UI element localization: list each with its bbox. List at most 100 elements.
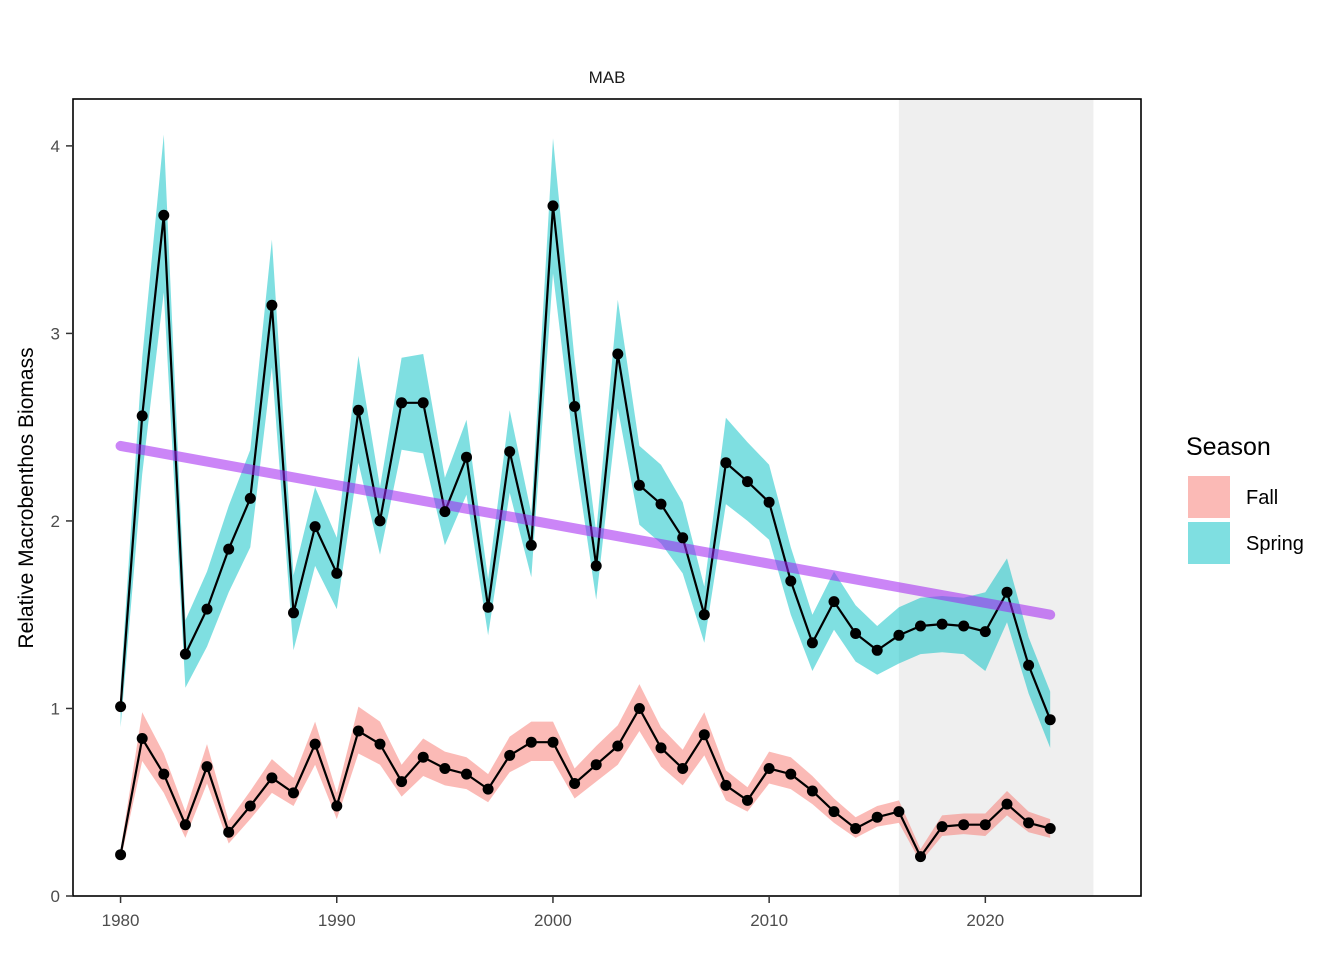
spring-point-1983 [179,648,191,660]
spring-point-2015 [871,644,883,656]
spring-point-1990 [331,567,343,579]
spring-point-2020 [979,626,991,638]
spring-point-2011 [785,575,797,587]
fall-point-1985 [223,826,235,838]
legend-label-spring: Spring [1246,533,1304,555]
spring-point-2005 [655,498,667,510]
spring-point-2023 [1044,714,1056,726]
fall-point-2006 [677,763,689,774]
y-axis: 0 1 2 3 4 [51,137,73,906]
fall-point-1998 [504,749,516,761]
spring-point-2012 [806,637,818,649]
spring-point-2006 [677,532,689,544]
x-tick-label-1990: 1990 [318,911,356,930]
fall-point-1997 [482,783,494,795]
fall-point-2014 [850,823,862,834]
fall-point-2019 [958,819,970,831]
plot-border [72,98,1142,897]
legend-swatch-fall [1188,476,1230,518]
fall-point-2023 [1044,823,1056,834]
fall-point-2011 [785,768,797,780]
spring-point-1999 [525,539,537,551]
fall-point-1989 [309,738,321,750]
spring-point-2007 [698,609,710,621]
panel-title: MAB [589,68,626,87]
fall-point-2016 [893,806,905,818]
fall-point-1996 [461,768,472,780]
spring-point-1992 [374,515,386,527]
fall-point-2015 [871,811,883,823]
spring-point-2014 [850,628,862,639]
spring-point-1985 [223,543,235,555]
fall-point-1988 [288,787,299,799]
fall-point-1993 [396,776,408,788]
y-tick-label-4: 4 [51,137,60,156]
x-tick-label-2020: 2020 [966,911,1004,930]
spring-point-1997 [482,601,494,613]
legend-label-fall: Fall [1246,487,1278,509]
y-axis-title: Relative Macrobenthos Biomass [15,347,38,648]
y-tick-label-1: 1 [51,699,60,718]
spring-point-1987 [266,299,278,311]
fall-point-2013 [828,806,840,818]
fall-point-2022 [1023,817,1035,829]
fall-point-2005 [655,742,667,754]
fall-point-2012 [806,785,818,797]
legend: Season Fall Spring [1186,433,1304,565]
spring-point-1982 [158,209,170,221]
spring-point-2022 [1023,659,1035,671]
legend-swatch-spring [1188,522,1230,564]
spring-point-1988 [288,607,299,619]
plot-area [72,98,1142,897]
spring-point-1996 [461,451,472,463]
spring-point-2003 [612,348,624,360]
spring-point-1986 [244,492,256,504]
fall-point-2002 [590,759,602,771]
legend-title: Season [1186,433,1271,461]
spring-point-1989 [309,521,321,533]
x-axis: 1980 1990 2000 2010 2020 [102,896,1004,930]
spring-point-1991 [352,404,364,416]
series-points [115,200,1056,863]
trend-line [115,440,1056,620]
spring-point-2008 [720,457,732,469]
fall-point-1991 [352,725,364,737]
spring-point-1998 [504,446,516,458]
spring-point-2016 [893,629,905,641]
fall-point-1981 [136,733,148,744]
spring-point-1984 [201,603,213,615]
spring-point-2004 [633,479,645,491]
fall-point-1987 [266,772,278,784]
spring-point-2021 [1001,586,1013,598]
y-tick-label-0: 0 [51,887,60,906]
spring-point-2009 [742,476,753,488]
spring-point-2002 [590,560,602,572]
fall-point-1986 [244,800,256,812]
spring-point-1981 [136,410,148,422]
spring-point-2000 [547,200,559,212]
spring-point-2013 [828,596,840,608]
fall-point-2018 [936,821,948,833]
spring-point-1994 [417,397,429,409]
x-tick-label-2000: 2000 [534,911,572,930]
fall-point-2010 [763,763,775,774]
spring-point-2018 [936,618,948,630]
spring-point-2017 [915,620,926,632]
legend-entries: Fall Spring [1187,475,1304,565]
fall-point-2017 [915,851,926,863]
fall-point-2008 [720,779,732,791]
fall-point-1995 [439,763,451,774]
fall-point-2000 [547,736,559,748]
fall-point-1990 [331,800,343,812]
fall-point-1984 [201,761,213,773]
fall-point-1982 [158,768,170,780]
highlight-region [898,99,1094,896]
spring-point-1980 [115,701,127,713]
fall-point-2007 [698,729,710,741]
y-tick-label-2: 2 [51,512,60,531]
fall-point-1994 [417,751,429,763]
spring-point-2001 [569,401,581,412]
fall-point-1999 [525,736,537,748]
